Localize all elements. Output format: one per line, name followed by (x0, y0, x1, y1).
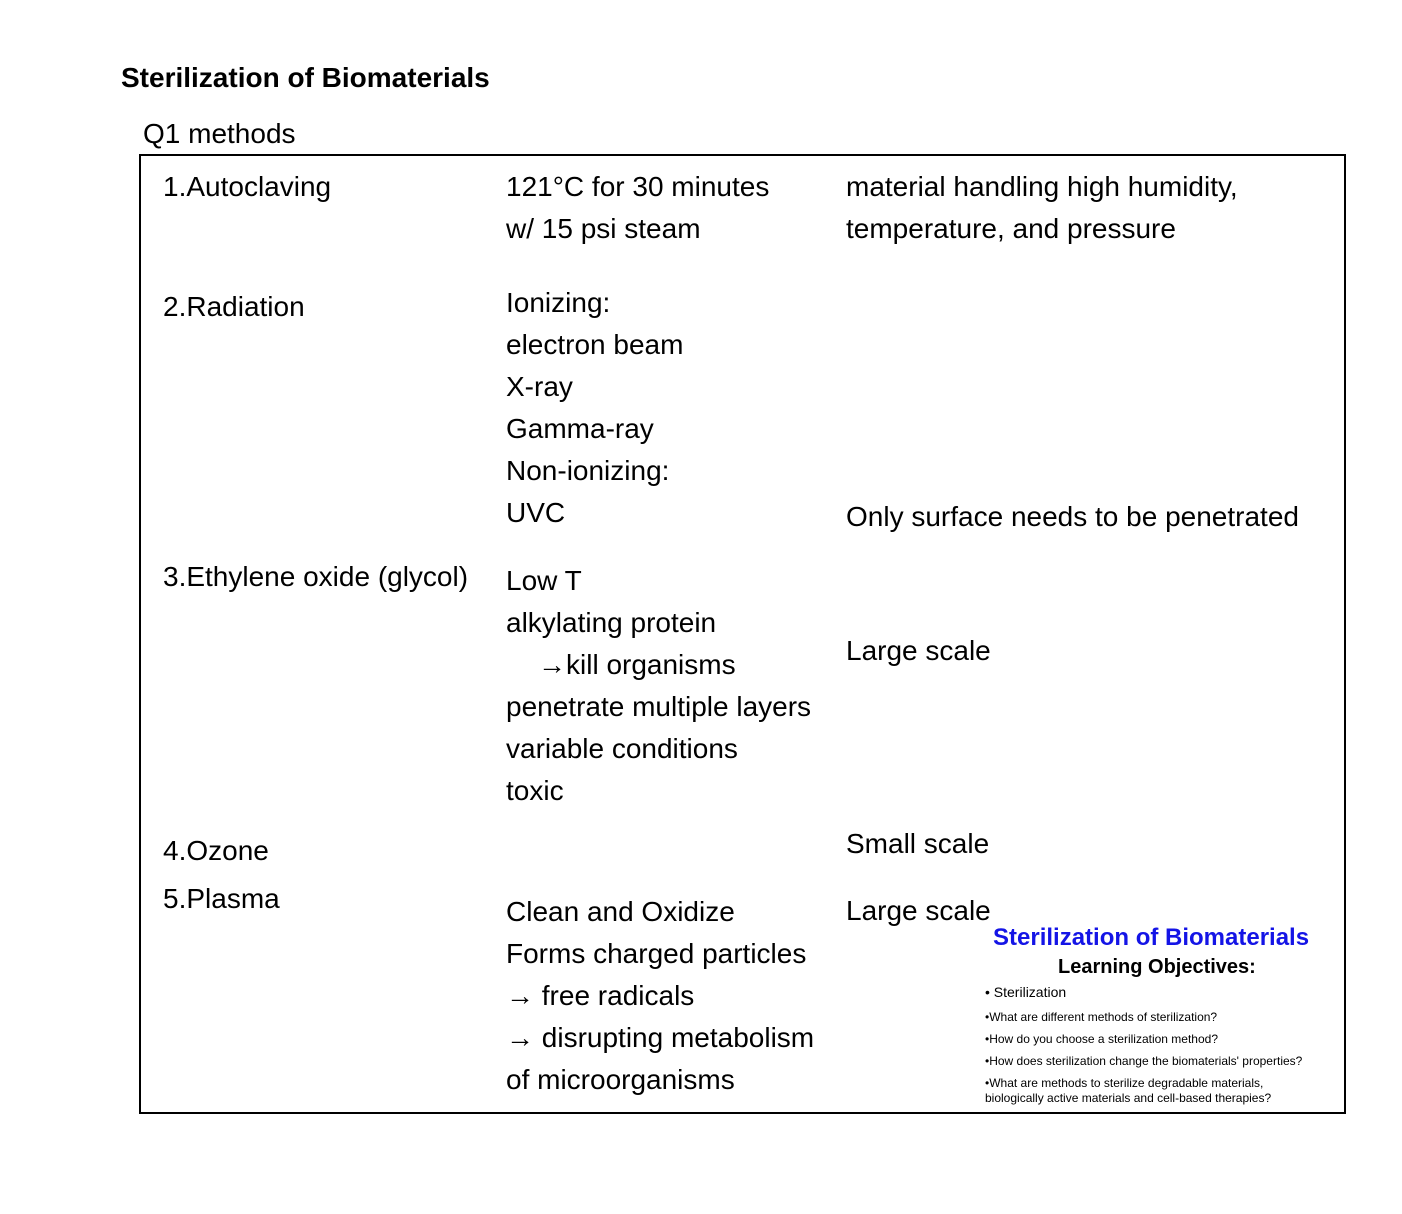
ethylene-oxide-details: Low T alkylating protein →kill organisms… (506, 560, 811, 812)
detail-line: Clean and Oxidize (506, 896, 735, 927)
section-heading: Q1 methods (143, 118, 296, 149)
detail-line: Non-ionizing: (506, 455, 670, 486)
note-line: temperature, and pressure (846, 213, 1176, 244)
detail-line: alkylating protein (506, 607, 717, 638)
ozone-note: Small scale (846, 828, 990, 859)
method-autoclaving: 1.Autoclaving (163, 171, 332, 202)
detail-line: w/ 15 psi steam (506, 213, 701, 244)
learning-objectives-inset: Sterilization of Biomaterials Learning O… (980, 922, 1340, 1108)
detail-line: X-ray (506, 371, 573, 402)
inset-subtitle: Learning Objectives: (1058, 956, 1256, 978)
detail-line: Low T (506, 565, 582, 596)
inset-bullet: •What are different methods of steriliza… (985, 1010, 1218, 1024)
inset-title: Sterilization of Biomaterials (993, 924, 1310, 951)
inset-bullet: •What are methods to sterilize degradabl… (985, 1076, 1264, 1090)
radiation-note: Only surface needs to be penetrated (846, 501, 1299, 532)
detail-line: 121°C for 30 minutes (506, 171, 770, 202)
detail-line: UVC (506, 497, 566, 528)
detail-line: Ionizing: (506, 287, 611, 318)
detail-line: of microorganisms (506, 1064, 735, 1095)
inset-bullet: biologically active materials and cell-b… (985, 1091, 1272, 1105)
autoclaving-notes: material handling high humidity, tempera… (846, 166, 1238, 250)
radiation-details: Ionizing: electron beam X-ray Gamma-ray … (506, 282, 683, 534)
detail-line: → disrupting metabolism (506, 1022, 815, 1053)
plasma-note: Large scale (846, 895, 991, 926)
page-title: Sterilization of Biomaterials (121, 62, 490, 93)
note-line: material handling high humidity, (846, 171, 1238, 202)
method-plasma: 5.Plasma (163, 883, 280, 914)
method-ethylene-oxide: 3.Ethylene oxide (glycol) (163, 561, 469, 592)
detail-line: toxic (506, 775, 564, 806)
ethylene-oxide-note: Large scale (846, 635, 991, 666)
detail-line: variable conditions (506, 733, 738, 764)
method-radiation: 2.Radiation (163, 291, 305, 322)
plasma-details: Clean and Oxidize Forms charged particle… (506, 891, 814, 1101)
detail-line: →kill organisms (538, 649, 736, 680)
autoclaving-details: 121°C for 30 minutes w/ 15 psi steam (506, 166, 769, 250)
methods-table (139, 154, 1346, 1114)
inset-bullet: •How does sterilization change the bioma… (985, 1054, 1303, 1068)
detail-line: Forms charged particles (506, 938, 807, 969)
method-ozone: 4.Ozone (163, 835, 269, 866)
detail-line: → free radicals (506, 980, 695, 1011)
detail-line: penetrate multiple layers (506, 691, 812, 722)
inset-bullet: • Sterilization (985, 984, 1067, 1000)
detail-line: Gamma-ray (506, 413, 654, 444)
detail-line: electron beam (506, 329, 684, 360)
inset-bullet: •How do you choose a sterilization metho… (985, 1032, 1218, 1046)
